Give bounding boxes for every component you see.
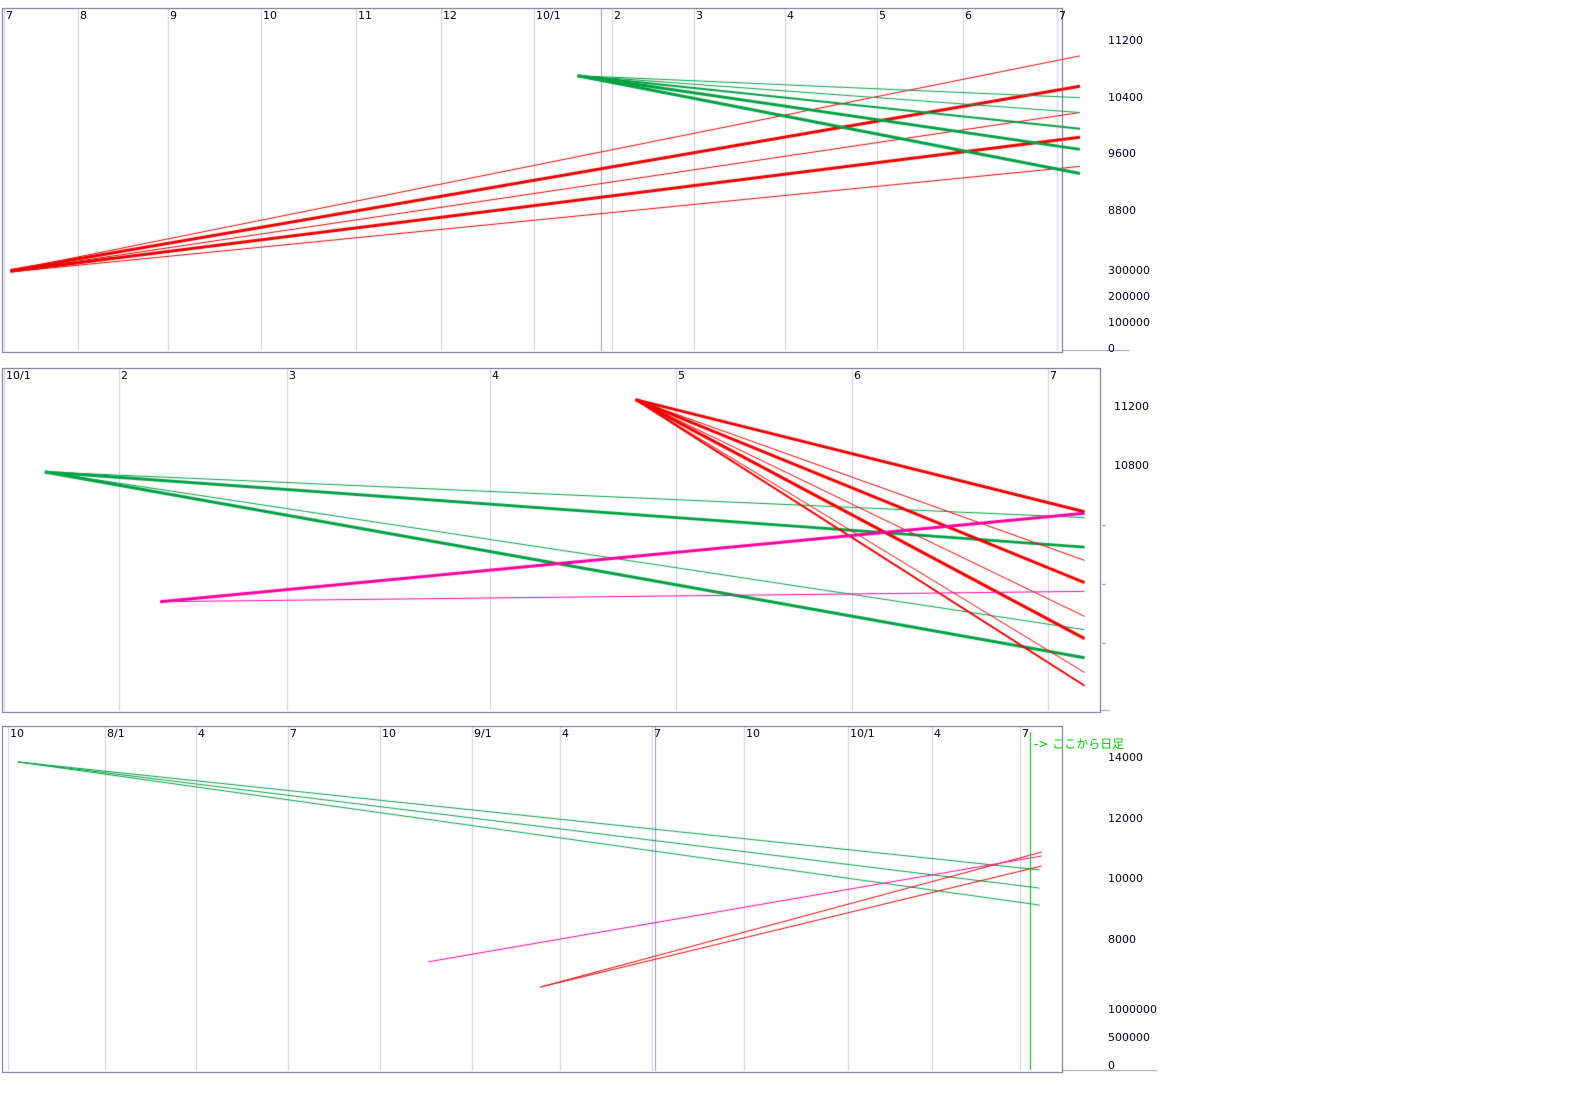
chart-panel-bottom-weekly-3y[interactable] [2, 726, 1062, 1072]
daily-from-here-annotation: -> ここから日足 [1034, 737, 1125, 751]
chart-panel-middle-daily-6m[interactable] [2, 368, 1100, 712]
chart-panel-top-daily-1y[interactable] [2, 8, 1062, 352]
